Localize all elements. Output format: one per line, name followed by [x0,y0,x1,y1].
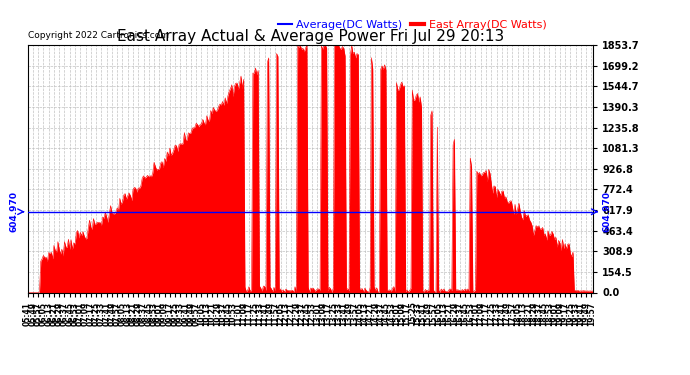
Text: 604.970: 604.970 [602,191,611,232]
Legend: Average(DC Watts), East Array(DC Watts): Average(DC Watts), East Array(DC Watts) [274,16,551,35]
Text: 604.970: 604.970 [10,191,19,232]
Text: Copyright 2022 Cartronics.com: Copyright 2022 Cartronics.com [28,31,168,40]
Title: East Array Actual & Average Power Fri Jul 29 20:13: East Array Actual & Average Power Fri Ju… [117,29,504,44]
